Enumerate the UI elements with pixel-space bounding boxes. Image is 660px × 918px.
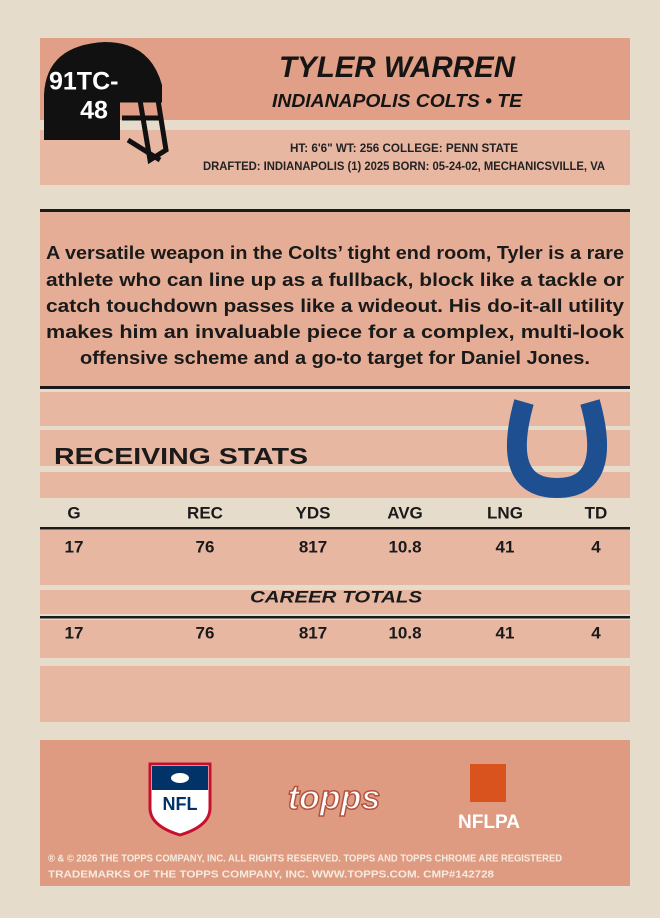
helmet-icon [44, 42, 169, 165]
stats-table: G 17 17 REC 76 76 YDS 817 817 AVG 10.8 10.8 LNG 41 41 T… [65, 503, 608, 642]
career-stat: 76 [196, 623, 215, 642]
season-stat: 17 [65, 537, 84, 556]
band [40, 530, 630, 585]
band [40, 666, 630, 722]
nfl-logo-text: NFL [163, 794, 198, 814]
column-header: REC [187, 503, 223, 522]
bio-line: offensive scheme and a go-to target for … [80, 348, 590, 368]
career-stat: 817 [299, 623, 327, 642]
band [40, 212, 630, 386]
season-stat: 4 [591, 537, 601, 556]
nflpa-logo-text: NFLPA [458, 812, 520, 833]
bio-line: athlete who can line up as a fullback, b… [46, 270, 624, 290]
bio-line: catch touchdown passes like a wideout. H… [46, 296, 624, 316]
column-header: G [67, 503, 80, 522]
player-info: DRAFTED: INDIANAPOLIS (1) 2025 BORN: 05-… [203, 159, 605, 173]
bio-line: A versatile weapon in the Colts’ tight e… [46, 243, 624, 263]
band [40, 740, 630, 886]
bio-line: makes him an invaluable piece for a comp… [46, 322, 625, 342]
season-stat: 76 [196, 537, 215, 556]
column-header: TD [585, 503, 608, 522]
column-header: AVG [387, 503, 423, 522]
divider [40, 616, 630, 619]
bands [40, 38, 630, 886]
column-header: LNG [487, 503, 523, 522]
nflpa-logo [470, 764, 506, 802]
career-stat: 10.8 [388, 623, 421, 642]
team-logo [507, 399, 607, 499]
band [40, 392, 630, 426]
stats-title: RECEIVING STATS [54, 443, 308, 469]
column-header: YDS [296, 503, 331, 522]
nfl-logo [148, 762, 212, 837]
career-label: CAREER TOTALS [250, 587, 423, 606]
season-stat: 10.8 [388, 537, 421, 556]
season-stat: 817 [299, 537, 327, 556]
band [40, 130, 630, 185]
divider [40, 386, 630, 389]
player-info: HT: 6'6" WT: 256 COLLEGE: PENN STATE [290, 141, 518, 155]
career-stat: 17 [65, 623, 84, 642]
band [40, 590, 630, 614]
card-number: 48 [80, 97, 108, 125]
career-stat: 41 [496, 623, 515, 642]
card-number: 91TC- [49, 68, 118, 96]
divider [40, 527, 630, 530]
topps-logo: topps [288, 779, 381, 817]
team-position: INDIANAPOLIS COLTS • TE [272, 91, 523, 111]
band [40, 620, 630, 658]
legal-text: ® & © 2026 THE TOPPS COMPANY, INC. ALL R… [48, 854, 562, 865]
career-stat: 4 [591, 623, 601, 642]
legal-text: TRADEMARKS OF THE TOPPS COMPANY, INC. WW… [48, 870, 495, 881]
player-name: TYLER WARREN [279, 51, 516, 84]
season-stat: 41 [496, 537, 515, 556]
band [40, 430, 630, 466]
divider [40, 209, 630, 212]
